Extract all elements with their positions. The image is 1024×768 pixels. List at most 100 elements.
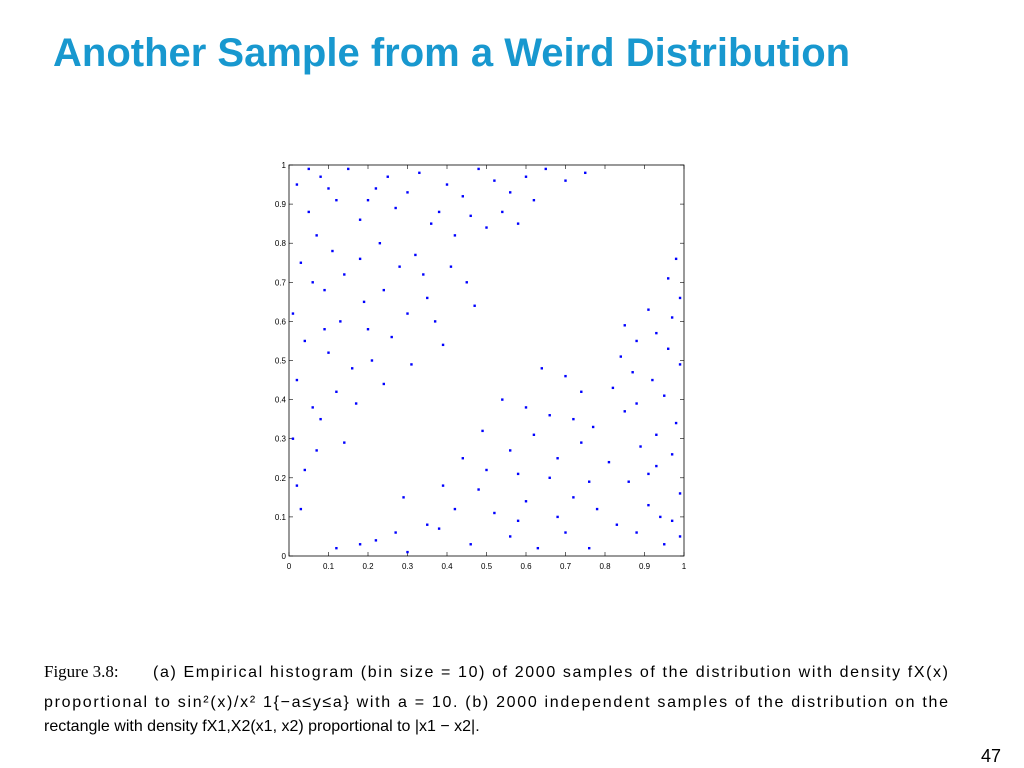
point [327, 187, 330, 190]
point [366, 328, 370, 331]
point [441, 484, 445, 487]
point [670, 453, 674, 456]
y-tick-label: 0.7 [275, 278, 287, 287]
point [580, 390, 583, 393]
point [295, 484, 299, 487]
point [410, 363, 413, 366]
y-tick-label: 0 [282, 552, 287, 561]
point [430, 222, 433, 225]
point [343, 441, 346, 444]
point [445, 183, 449, 186]
point [663, 543, 666, 546]
point [678, 492, 682, 495]
point [307, 210, 310, 214]
point [678, 535, 682, 538]
x-tick-label: 0.2 [362, 562, 374, 571]
point [564, 179, 567, 182]
point [426, 523, 429, 526]
point [477, 167, 480, 171]
point [651, 378, 654, 382]
point [619, 355, 622, 358]
point [358, 218, 362, 221]
point [331, 249, 334, 253]
point [509, 535, 512, 538]
point [635, 402, 638, 405]
point [351, 367, 354, 370]
point [358, 543, 362, 546]
point [481, 429, 484, 433]
point [670, 519, 674, 523]
plot-frame [288, 164, 685, 557]
point [319, 175, 322, 178]
point [674, 421, 678, 425]
point [485, 468, 488, 472]
x-tick-label: 0 [287, 562, 292, 571]
page-number: 47 [981, 746, 1001, 766]
point [374, 187, 378, 190]
x-tick-label: 0.3 [402, 562, 414, 571]
y-tick-label: 0.5 [275, 357, 287, 366]
point [631, 371, 634, 374]
point [509, 191, 512, 194]
point [674, 257, 678, 261]
point [678, 296, 682, 300]
point [426, 296, 429, 300]
point [536, 546, 540, 550]
point [315, 449, 318, 452]
point [394, 206, 397, 210]
point [647, 472, 650, 476]
point [295, 183, 299, 186]
point [635, 339, 638, 343]
point [394, 531, 397, 534]
point [611, 386, 615, 390]
point [347, 167, 350, 171]
point [437, 527, 441, 530]
point [659, 515, 662, 519]
point [588, 480, 591, 483]
point [418, 171, 421, 175]
point [532, 198, 536, 202]
y-tick-label: 0.6 [275, 317, 287, 326]
point [516, 472, 520, 476]
point [540, 367, 543, 370]
point [509, 449, 512, 452]
point [615, 523, 619, 526]
point [501, 398, 504, 401]
point [595, 507, 599, 511]
caption-label: Figure 3.8: [44, 662, 119, 681]
x-tick-label: 1 [682, 562, 687, 571]
y-tick-label: 0.9 [275, 200, 287, 209]
point [291, 437, 295, 440]
point [667, 277, 670, 280]
point [390, 335, 393, 339]
point [564, 531, 567, 534]
point [623, 410, 626, 413]
y-tick-label: 0.2 [275, 474, 287, 483]
point [366, 198, 370, 202]
point [299, 507, 303, 511]
caption-line: proportional to sin²(x)/x² 1{−a≤y≤a} wit… [44, 694, 948, 711]
point [386, 175, 389, 178]
point [516, 519, 520, 523]
point [414, 253, 417, 257]
point [295, 378, 299, 382]
point [635, 531, 638, 534]
point [485, 226, 488, 229]
point [647, 503, 650, 507]
x-tick-label: 0.8 [599, 562, 611, 571]
point [548, 414, 551, 417]
point [433, 320, 437, 323]
point [572, 417, 575, 421]
point [402, 496, 405, 499]
point [323, 288, 326, 292]
point [465, 281, 468, 284]
point [501, 210, 504, 214]
point [532, 433, 536, 436]
point [343, 273, 346, 276]
point [311, 406, 314, 409]
point [315, 234, 318, 237]
point [556, 515, 559, 519]
point [453, 507, 457, 511]
point [584, 171, 587, 175]
